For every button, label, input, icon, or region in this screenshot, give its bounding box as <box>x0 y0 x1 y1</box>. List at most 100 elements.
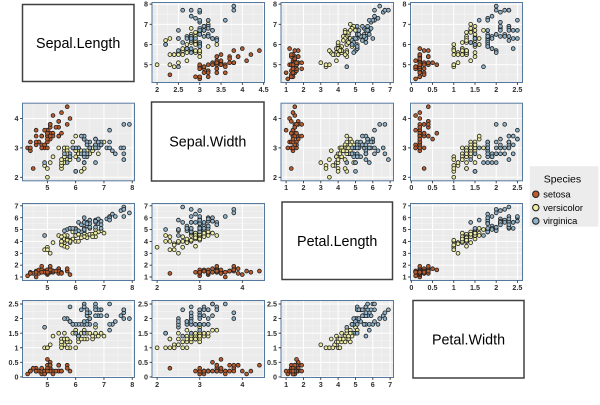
svg-text:virginica: virginica <box>543 216 578 226</box>
svg-text:3: 3 <box>319 85 323 94</box>
svg-text:1.5: 1.5 <box>138 329 148 338</box>
svg-text:6: 6 <box>74 183 78 192</box>
svg-text:5: 5 <box>45 183 49 192</box>
svg-text:4: 4 <box>273 114 277 123</box>
svg-text:6: 6 <box>273 40 277 49</box>
svg-text:1: 1 <box>15 273 19 282</box>
svg-text:0.5: 0.5 <box>9 358 19 367</box>
svg-text:2.5: 2.5 <box>512 183 522 192</box>
svg-text:7: 7 <box>403 201 407 210</box>
svg-text:6: 6 <box>144 40 148 49</box>
svg-text:0.5: 0.5 <box>428 183 438 192</box>
svg-text:2.5: 2.5 <box>267 300 277 309</box>
svg-text:7: 7 <box>144 20 148 29</box>
svg-text:8: 8 <box>130 183 134 192</box>
svg-text:8: 8 <box>403 0 407 9</box>
svg-text:5: 5 <box>273 60 277 69</box>
svg-text:1: 1 <box>273 343 277 352</box>
svg-text:7: 7 <box>102 380 106 389</box>
svg-text:6: 6 <box>371 183 375 192</box>
svg-text:7: 7 <box>15 201 19 210</box>
svg-text:0: 0 <box>273 373 277 382</box>
svg-text:4: 4 <box>15 114 19 123</box>
svg-text:2: 2 <box>155 85 159 94</box>
svg-text:1: 1 <box>452 283 456 292</box>
svg-text:5: 5 <box>353 183 357 192</box>
svg-text:5: 5 <box>403 225 407 234</box>
svg-text:1: 1 <box>284 380 288 389</box>
svg-text:3: 3 <box>319 183 323 192</box>
svg-text:5: 5 <box>45 380 49 389</box>
svg-text:7: 7 <box>102 183 106 192</box>
svg-text:3: 3 <box>15 143 19 152</box>
svg-text:2: 2 <box>273 173 277 182</box>
svg-text:7: 7 <box>144 201 148 210</box>
svg-text:4: 4 <box>336 380 340 389</box>
svg-text:7: 7 <box>388 380 392 389</box>
svg-text:Species: Species <box>544 173 581 185</box>
svg-text:6: 6 <box>15 213 19 222</box>
svg-text:1: 1 <box>15 343 19 352</box>
svg-text:0: 0 <box>409 283 413 292</box>
svg-text:2.5: 2.5 <box>173 85 183 94</box>
svg-text:6: 6 <box>371 380 375 389</box>
svg-text:1.5: 1.5 <box>470 283 480 292</box>
svg-text:6: 6 <box>74 380 78 389</box>
svg-text:2: 2 <box>403 173 407 182</box>
svg-text:4: 4 <box>336 183 340 192</box>
svg-text:2: 2 <box>155 283 159 292</box>
svg-text:2.5: 2.5 <box>138 300 148 309</box>
svg-text:3: 3 <box>198 380 202 389</box>
svg-text:0.5: 0.5 <box>428 85 438 94</box>
svg-text:1.5: 1.5 <box>267 329 277 338</box>
svg-text:1: 1 <box>284 85 288 94</box>
svg-text:0: 0 <box>15 373 19 382</box>
svg-text:0: 0 <box>409 183 413 192</box>
svg-text:5: 5 <box>144 225 148 234</box>
svg-text:4: 4 <box>403 237 407 246</box>
svg-text:2: 2 <box>155 380 159 389</box>
svg-text:0.5: 0.5 <box>428 283 438 292</box>
svg-text:5: 5 <box>45 283 49 292</box>
svg-text:1: 1 <box>452 183 456 192</box>
svg-text:1.5: 1.5 <box>470 183 480 192</box>
svg-text:4.5: 4.5 <box>259 85 269 94</box>
svg-text:1: 1 <box>144 273 148 282</box>
svg-text:7: 7 <box>102 283 106 292</box>
svg-text:2: 2 <box>15 261 19 270</box>
svg-text:0.5: 0.5 <box>138 358 148 367</box>
svg-text:6: 6 <box>144 213 148 222</box>
svg-text:Petal.Length: Petal.Length <box>297 234 377 250</box>
svg-text:1: 1 <box>403 273 407 282</box>
svg-text:2: 2 <box>15 173 19 182</box>
svg-text:5: 5 <box>144 60 148 69</box>
svg-text:3: 3 <box>15 249 19 258</box>
svg-text:2: 2 <box>403 261 407 270</box>
svg-text:versicolor: versicolor <box>543 203 583 213</box>
svg-text:1: 1 <box>452 85 456 94</box>
svg-text:8: 8 <box>273 0 277 9</box>
svg-text:0.5: 0.5 <box>267 358 277 367</box>
svg-text:0: 0 <box>144 373 148 382</box>
svg-text:2: 2 <box>144 314 148 323</box>
svg-text:Sepal.Width: Sepal.Width <box>169 135 246 151</box>
svg-text:4: 4 <box>403 114 407 123</box>
svg-text:8: 8 <box>130 283 134 292</box>
svg-text:2.5: 2.5 <box>512 85 522 94</box>
svg-text:Sepal.Length: Sepal.Length <box>36 36 120 52</box>
svg-text:2: 2 <box>144 261 148 270</box>
svg-text:2: 2 <box>301 183 305 192</box>
svg-text:6: 6 <box>74 283 78 292</box>
svg-text:4: 4 <box>15 237 19 246</box>
svg-text:2: 2 <box>494 85 498 94</box>
svg-text:Petal.Width: Petal.Width <box>432 332 505 348</box>
svg-text:1: 1 <box>284 183 288 192</box>
svg-text:2: 2 <box>494 183 498 192</box>
svg-text:3: 3 <box>319 380 323 389</box>
svg-text:5: 5 <box>15 225 19 234</box>
svg-text:0: 0 <box>409 85 413 94</box>
svg-text:4: 4 <box>240 283 244 292</box>
svg-text:6: 6 <box>403 213 407 222</box>
svg-text:8: 8 <box>144 0 148 9</box>
svg-text:4: 4 <box>144 237 148 246</box>
